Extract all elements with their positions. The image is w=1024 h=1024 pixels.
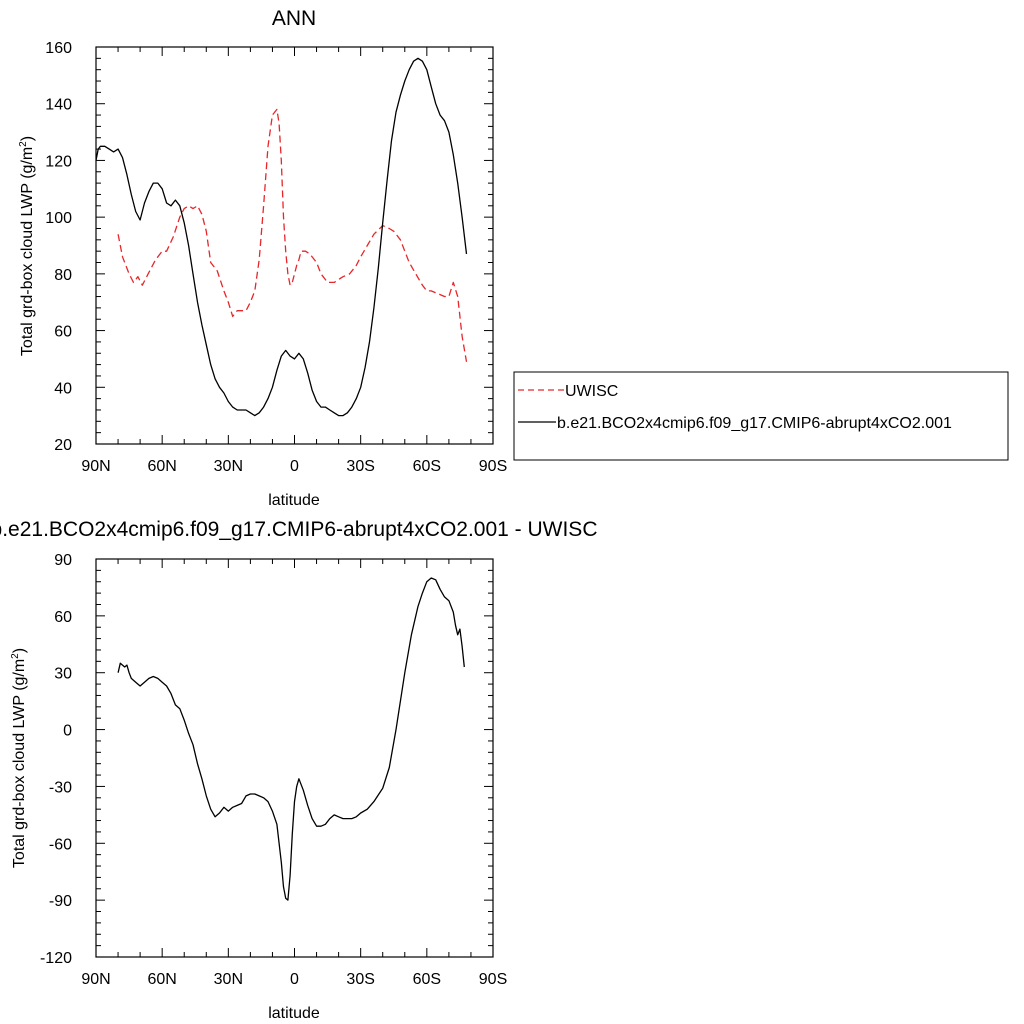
y-tick-label-0-6: 140 bbox=[45, 97, 72, 114]
top-plot-area: 90N 60N 30N 0 30S 60S 90S 20 40 60 80 100 120 140 160 bbox=[45, 40, 507, 475]
bottom-plot-area: 90N 60N 30N 0 30S 60S 90S -120 -90 -60 -30 0 30 60 90 bbox=[40, 552, 507, 988]
bottom-y-label-end: ) bbox=[11, 648, 28, 653]
y-tick-label-1-4: 0 bbox=[63, 723, 72, 740]
y-tick-label-1-5: 30 bbox=[54, 666, 72, 683]
x-tick-label-0-4: 30S bbox=[346, 458, 374, 475]
y-tick-label-0-2: 60 bbox=[54, 324, 72, 341]
x-tick-label-0-5: 60S bbox=[413, 458, 441, 475]
x-tick-label-1-3: 0 bbox=[290, 971, 299, 988]
x-tick-label-0-2: 30N bbox=[214, 458, 243, 475]
y-tick-label-0-4: 100 bbox=[45, 210, 72, 227]
x-tick-label-0-0: 90N bbox=[81, 458, 110, 475]
series-line-1-0 bbox=[117, 577, 465, 901]
x-tick-label-1-5: 60S bbox=[413, 971, 441, 988]
y-tick-label-1-6: 60 bbox=[54, 609, 72, 626]
x-tick-label-1-6: 90S bbox=[479, 971, 507, 988]
y-tick-label-0-1: 40 bbox=[54, 380, 72, 397]
bottom-y-label-main: Total grd-box cloud LWP (g/m bbox=[11, 659, 28, 868]
legend-uwisc-label: UWISC bbox=[565, 383, 618, 400]
y-tick-label-1-7: 90 bbox=[54, 552, 72, 569]
x-tick-label-1-1: 60N bbox=[147, 971, 176, 988]
x-tick-label-1-4: 30S bbox=[346, 971, 374, 988]
legend-model-label: b.e21.BCO2x4cmip6.f09_g17.CMIP6-abrupt4x… bbox=[557, 415, 952, 432]
y-tick-label-0-3: 80 bbox=[54, 267, 72, 284]
x-tick-label-0-3: 0 bbox=[290, 458, 299, 475]
x-tick-label-1-0: 90N bbox=[81, 971, 110, 988]
bottom-panel: b.e21.BCO2x4cmip6.f09_g17.CMIP6-abrupt4x… bbox=[0, 518, 597, 1022]
y-tick-label-0-7: 160 bbox=[45, 40, 72, 57]
x-tick-label-0-1: 60N bbox=[147, 458, 176, 475]
top-y-axis-label: Total grd-box cloud LWP (g/m2) bbox=[18, 136, 36, 356]
bottom-chart-title: b.e21.BCO2x4cmip6.f09_g17.CMIP6-abrupt4x… bbox=[0, 518, 597, 541]
top-chart-title: ANN bbox=[272, 7, 316, 30]
series-line-0-0 bbox=[117, 108, 468, 362]
top-y-label-end: ) bbox=[19, 136, 36, 141]
bottom-x-axis-label: latitude bbox=[268, 1005, 320, 1022]
y-tick-label-0-5: 120 bbox=[45, 153, 72, 170]
y-tick-label-1-1: -90 bbox=[49, 893, 72, 910]
x-tick-label-1-2: 30N bbox=[214, 971, 243, 988]
x-tick-label-0-6: 90S bbox=[479, 458, 507, 475]
top-y-label-sup: 2 bbox=[18, 141, 29, 147]
plot-frame-0 bbox=[95, 46, 494, 445]
plot-frame-1 bbox=[95, 558, 494, 958]
top-panel: ANN 90N 60N 30N 0 30S 60S 90S 20 40 60 80 100 120 140… bbox=[18, 7, 507, 509]
y-tick-label-1-0: -120 bbox=[40, 950, 72, 967]
bottom-y-label-sup: 2 bbox=[10, 653, 21, 659]
y-tick-label-0-0: 20 bbox=[54, 437, 72, 454]
top-x-axis-label: latitude bbox=[268, 492, 320, 509]
bottom-y-axis-label: Total grd-box cloud LWP (g/m2) bbox=[10, 648, 28, 868]
series-line-0-1 bbox=[95, 57, 468, 417]
legend: UWISC b.e21.BCO2x4cmip6.f09_g17.CMIP6-ab… bbox=[513, 371, 1009, 461]
y-tick-label-1-3: -30 bbox=[49, 779, 72, 796]
top-y-label-main: Total grd-box cloud LWP (g/m bbox=[19, 147, 36, 356]
legend-box bbox=[513, 371, 1009, 461]
y-tick-label-1-2: -60 bbox=[49, 836, 72, 853]
